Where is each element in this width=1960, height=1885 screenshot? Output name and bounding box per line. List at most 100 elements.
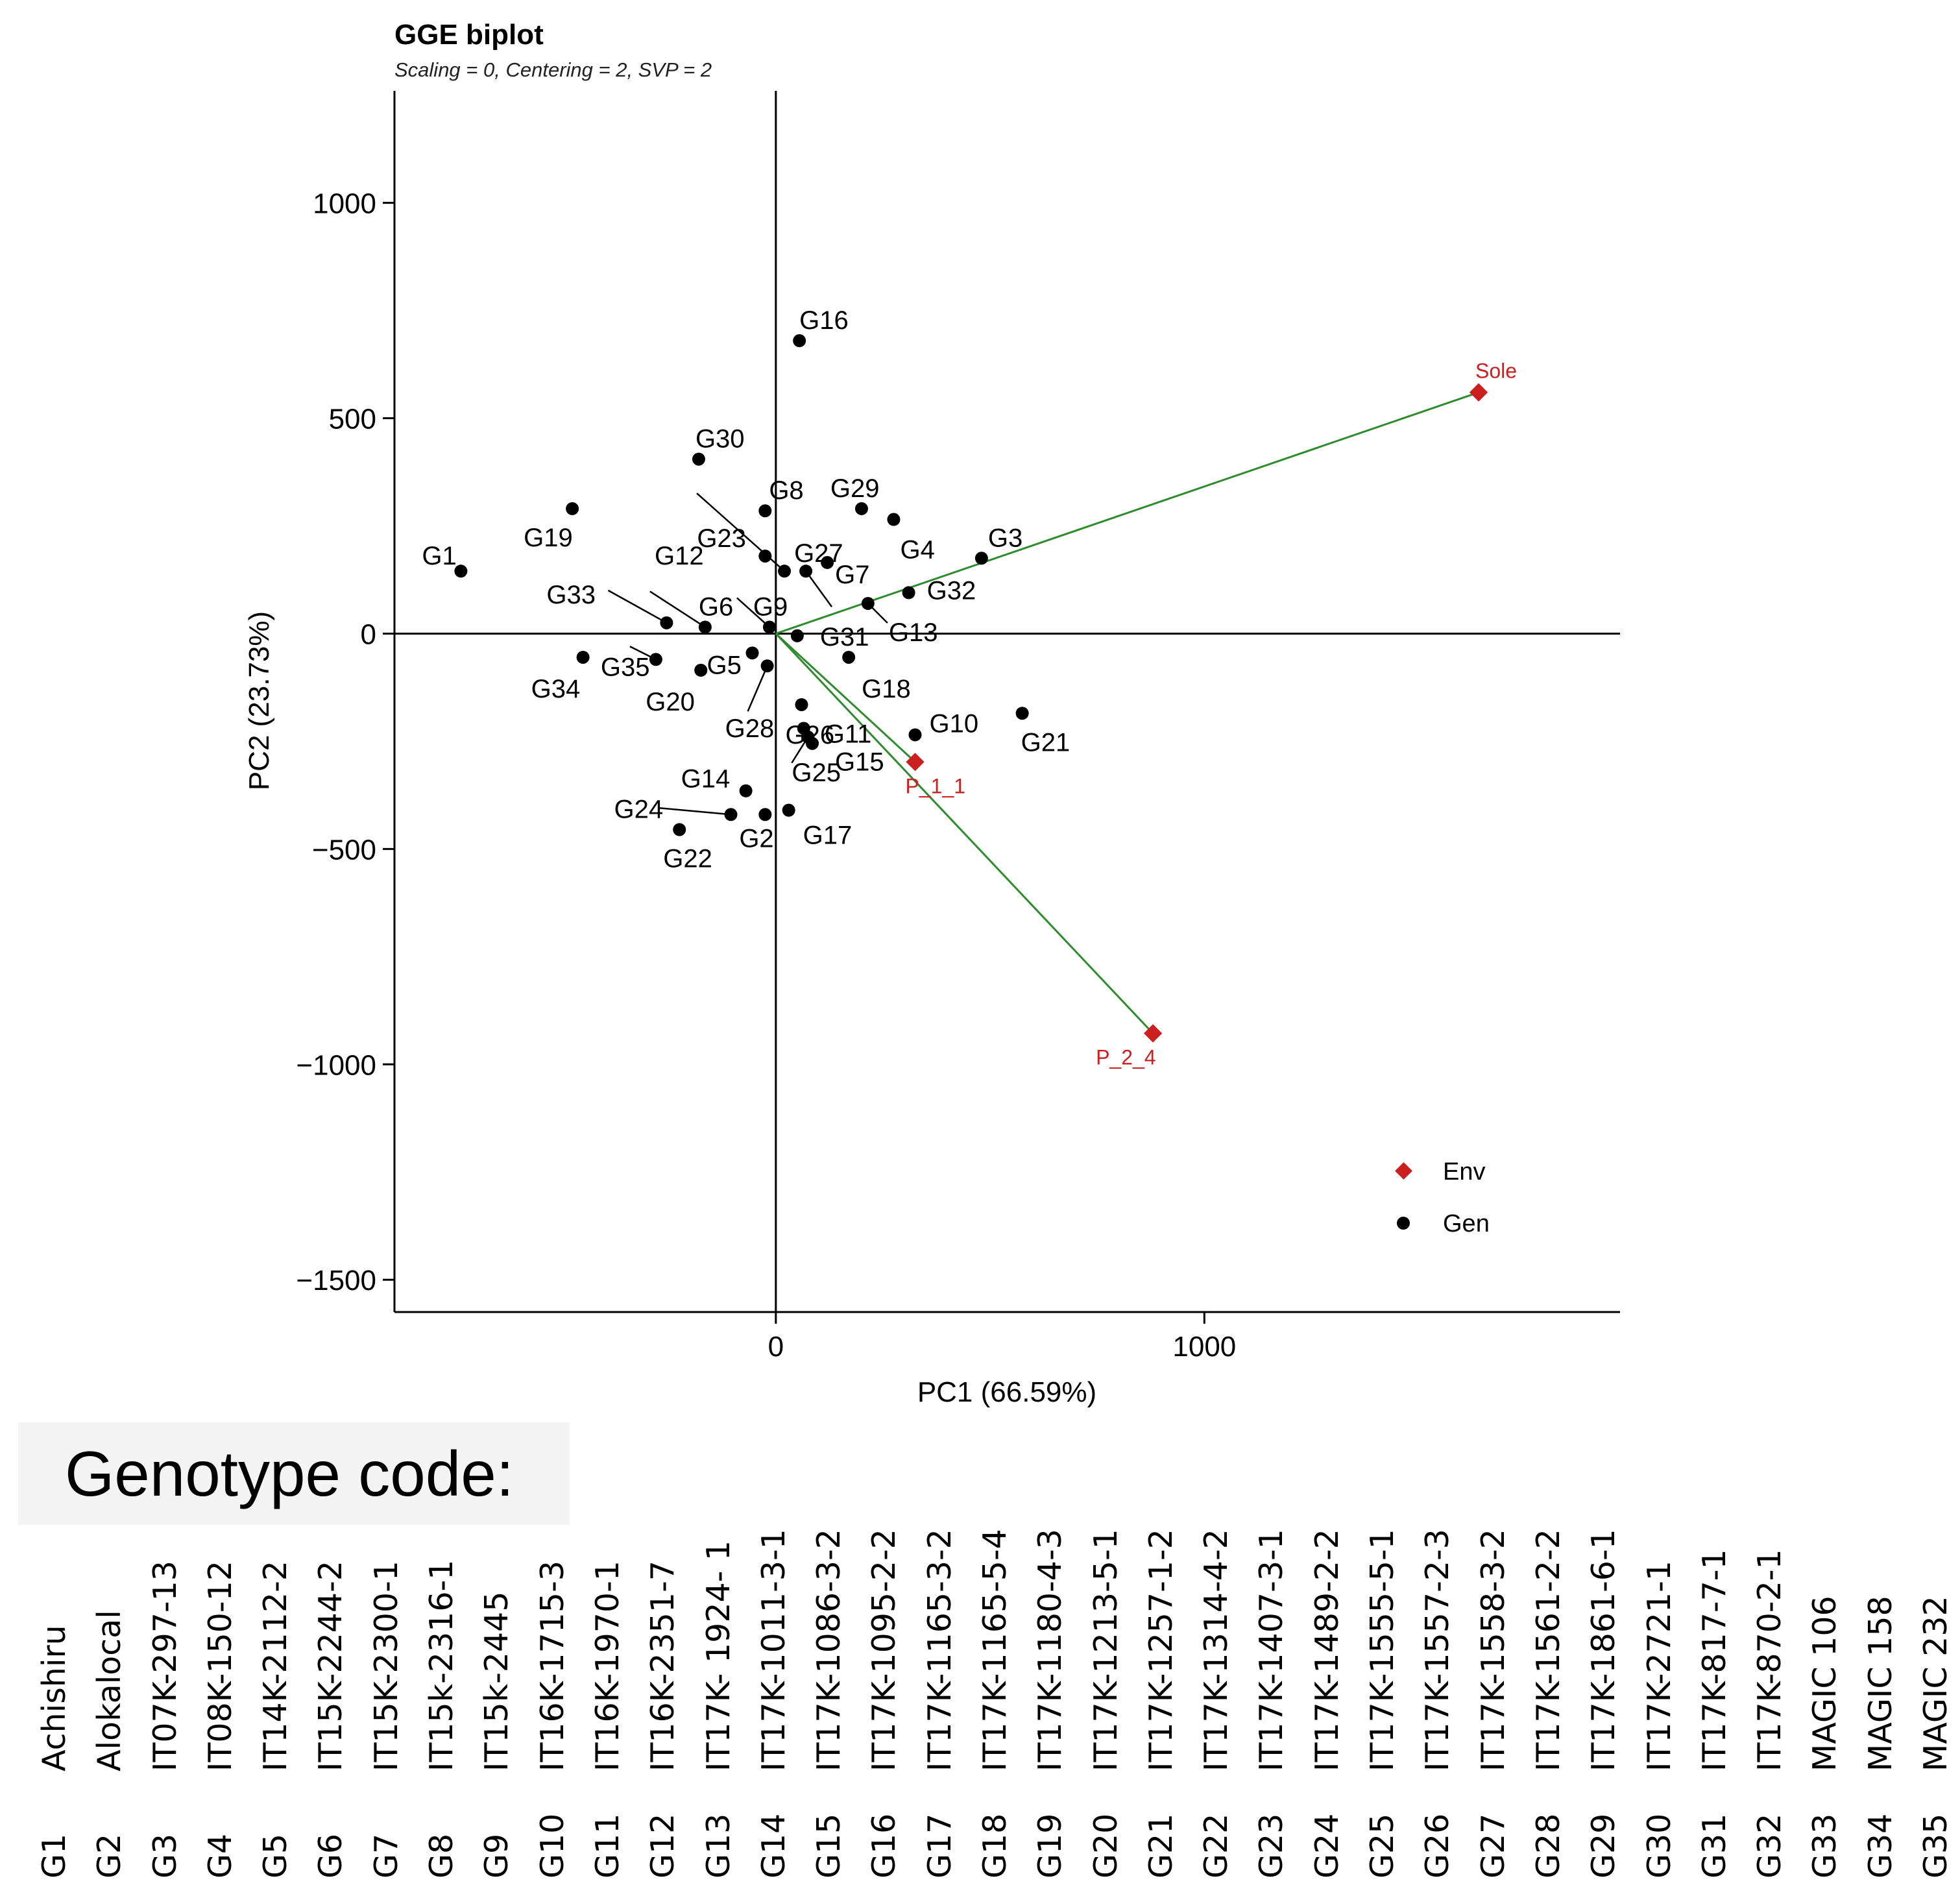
gen-label-G19: G19 xyxy=(524,524,573,552)
gen-label-G5: G5 xyxy=(707,651,742,679)
gen-point-G4 xyxy=(887,513,901,526)
y-tick-label: −500 xyxy=(312,834,376,866)
gen-label-G18: G18 xyxy=(862,675,911,703)
gen-label-G13: G13 xyxy=(889,618,938,647)
gen-label-G4: G4 xyxy=(900,536,934,565)
gen-point-G12 xyxy=(778,565,792,578)
gen-label-G33: G33 xyxy=(546,581,596,609)
gen-label-G31: G31 xyxy=(820,623,869,651)
gen-label-G8: G8 xyxy=(769,476,803,505)
x-axis-label: PC1 (66.59%) xyxy=(917,1376,1096,1408)
gen-point-G13 xyxy=(861,596,875,610)
gen-label-G6: G6 xyxy=(699,592,733,621)
gen-point-G20 xyxy=(694,663,708,677)
gen-point-G27 xyxy=(799,565,813,578)
genotype-code-title: Genotype code: xyxy=(65,1438,514,1509)
gen-leader-G24 xyxy=(659,807,731,816)
gen-point-G21 xyxy=(1015,707,1029,720)
gen-leader-G27 xyxy=(805,570,833,607)
gen-point-G32 xyxy=(902,586,915,600)
gen-point-G26 xyxy=(795,698,808,711)
gen-point-G35 xyxy=(649,653,662,666)
legend: Env Gen xyxy=(1395,1158,1490,1237)
gen-point-G34 xyxy=(576,650,590,664)
gen-label-G29: G29 xyxy=(830,474,880,503)
gen-label-G3: G3 xyxy=(988,524,1022,552)
gen-label-G27: G27 xyxy=(794,539,843,568)
gen-label-G35: G35 xyxy=(601,653,650,681)
y-tick-label: −1500 xyxy=(296,1265,376,1296)
gen-label-G30: G30 xyxy=(696,425,745,454)
gen-point-G25 xyxy=(801,730,815,744)
gen-point-G14 xyxy=(739,784,753,797)
environment-points: Sole P_1_1 P_2_4 xyxy=(905,359,1517,1069)
gen-point-G30 xyxy=(692,452,705,466)
gen-label-G23: G23 xyxy=(697,524,746,553)
gen-point-G10 xyxy=(908,728,922,742)
genotype-points: G1 G2 G3 G4 G5 G6 G7 G8 G9 G10 G11 G12 G13 G14 G15 G16 G… xyxy=(422,306,1070,873)
gen-label-G10: G10 xyxy=(929,709,978,738)
gen-label-G34: G34 xyxy=(531,675,581,703)
env-vector-Sole xyxy=(775,391,1479,635)
gen-point-G7 xyxy=(821,555,834,569)
genotype-code-title-box xyxy=(18,1422,570,1525)
gen-leader-G28 xyxy=(747,665,768,712)
environment-vectors xyxy=(775,391,1479,1034)
gen-point-G23 xyxy=(758,549,772,563)
gen-point-G5 xyxy=(745,646,759,660)
gen-label-G12: G12 xyxy=(655,542,704,570)
chart-title: GGE biplot xyxy=(394,19,544,51)
gen-point-G1 xyxy=(454,565,468,578)
gen-point-G22 xyxy=(673,823,686,836)
gen-label-G17: G17 xyxy=(803,821,853,850)
gen-point-G9 xyxy=(762,620,776,634)
legend-env-marker xyxy=(1395,1162,1412,1180)
env-label-Sole: Sole xyxy=(1475,359,1517,383)
gen-label-G26: G26 xyxy=(785,721,834,749)
gen-point-G19 xyxy=(566,502,579,515)
gen-point-G28 xyxy=(760,659,774,673)
y-tick-label: 0 xyxy=(361,618,376,650)
gen-label-G14: G14 xyxy=(681,765,731,794)
gen-point-G33 xyxy=(660,616,673,629)
gen-point-G17 xyxy=(782,803,795,817)
gen-leader-G33 xyxy=(607,589,668,624)
gen-label-G32: G32 xyxy=(927,576,976,605)
env-label-P_1_1: P_1_1 xyxy=(905,774,965,797)
gen-leader-G9 xyxy=(736,597,770,628)
gen-label-G1: G1 xyxy=(422,542,456,570)
gen-label-G16: G16 xyxy=(799,306,849,335)
gen-label-G24: G24 xyxy=(614,795,663,823)
env-point-P_2_4 xyxy=(1143,1024,1163,1043)
gen-label-G20: G20 xyxy=(646,688,695,716)
gen-point-G6 xyxy=(698,620,712,634)
env-vector-P_2_4 xyxy=(775,633,1154,1034)
legend-gen-label: Gen xyxy=(1443,1210,1490,1237)
gen-label-G25: G25 xyxy=(792,759,841,787)
gen-point-G18 xyxy=(842,650,856,664)
y-tick-label: 500 xyxy=(329,404,376,435)
gen-point-G24 xyxy=(724,808,738,821)
gen-label-G21: G21 xyxy=(1021,728,1071,757)
legend-env-label: Env xyxy=(1443,1158,1485,1186)
env-vector-P_1_1 xyxy=(775,633,916,763)
y-axis-ticks: −1500 −1000 −500 0 500 1000 xyxy=(296,188,394,1296)
x-axis-ticks: 0 1000 xyxy=(768,1312,1236,1363)
x-tick-label: 0 xyxy=(768,1331,784,1363)
gen-label-G9: G9 xyxy=(753,592,788,621)
gen-point-G16 xyxy=(793,334,806,348)
gen-label-G28: G28 xyxy=(725,714,775,743)
gen-label-G11: G11 xyxy=(825,720,872,748)
gen-point-G29 xyxy=(854,502,868,515)
env-point-Sole xyxy=(1469,383,1488,402)
y-axis-label: PC2 (23.73%) xyxy=(243,611,275,790)
y-tick-label: 1000 xyxy=(313,188,376,220)
gen-label-G22: G22 xyxy=(663,844,712,873)
gen-leader-G6 xyxy=(649,590,706,628)
chart-subtitle: Scaling = 0, Centering = 2, SVP = 2 xyxy=(394,58,712,81)
x-tick-label: 1000 xyxy=(1172,1331,1236,1363)
env-label-P_2_4: P_2_4 xyxy=(1096,1045,1156,1069)
gen-point-G2 xyxy=(758,808,772,821)
gen-label-G7: G7 xyxy=(835,561,869,589)
